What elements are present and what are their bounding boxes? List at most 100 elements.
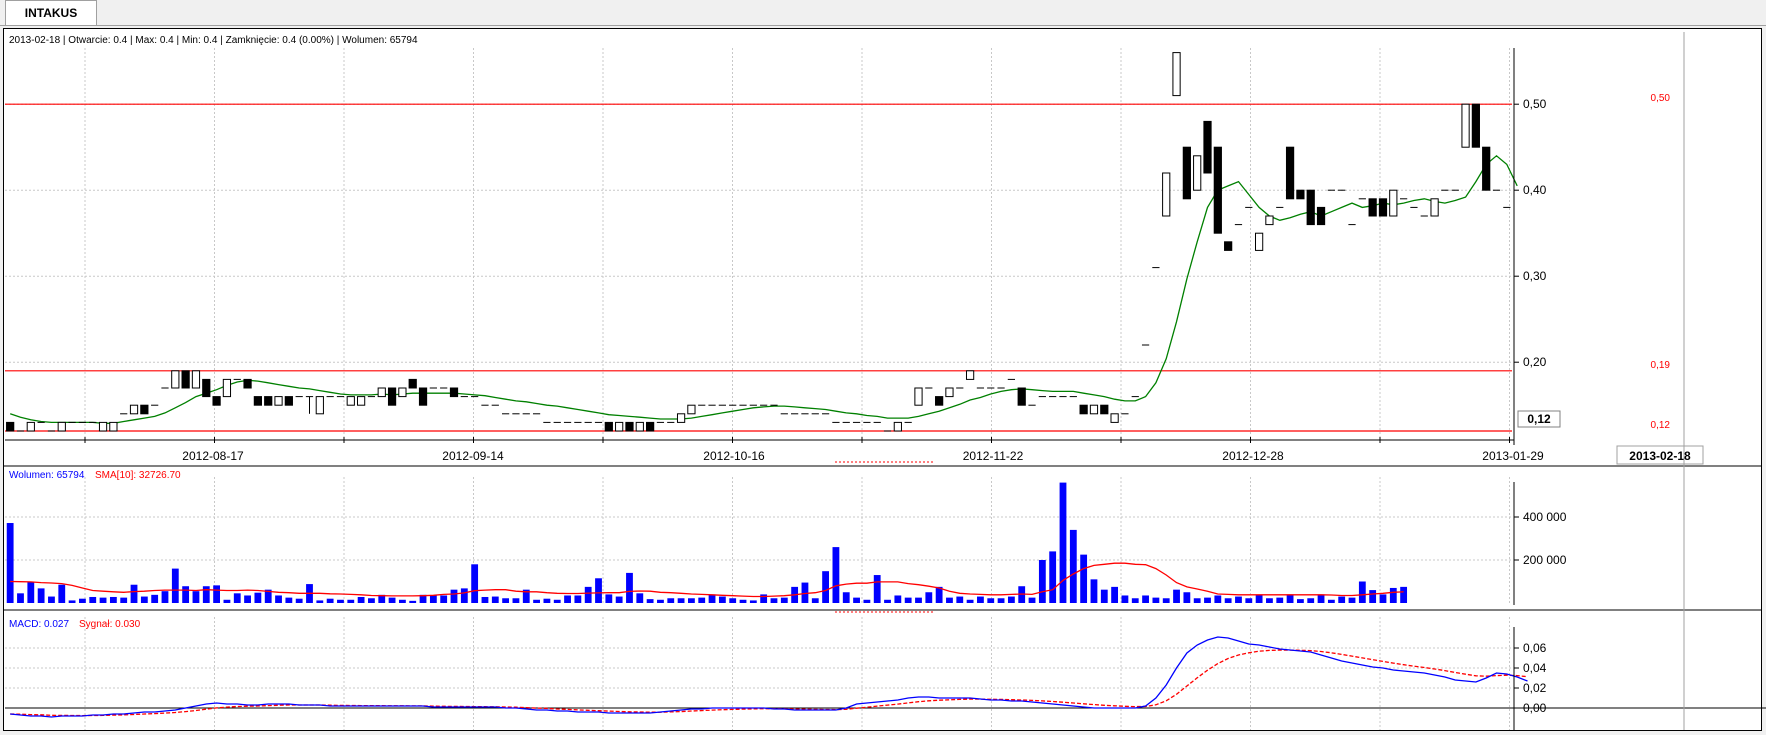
candle-down — [1296, 189, 1305, 200]
candle-down — [1482, 146, 1491, 191]
volume-bar — [987, 598, 995, 603]
candle-down — [212, 396, 221, 406]
volume-bar — [17, 593, 24, 603]
volume-bar — [780, 597, 788, 603]
candle-down — [243, 378, 252, 389]
y-tick-label: 400 000 — [1523, 510, 1567, 524]
candle-up — [377, 387, 386, 398]
volume-bar — [1152, 597, 1160, 603]
volume-bar — [1327, 599, 1335, 603]
current-date-box — [1616, 445, 1704, 465]
volume-bar — [502, 598, 510, 603]
volume-bar — [295, 598, 303, 603]
volume-bar — [688, 598, 695, 603]
volume-bar — [574, 595, 582, 603]
candle-down — [181, 370, 190, 389]
volume-bar — [935, 586, 943, 603]
volume-bar — [27, 581, 35, 603]
volume-bar — [832, 547, 840, 603]
candle-down — [1213, 146, 1222, 234]
candle-up — [676, 413, 686, 423]
volume-bar — [58, 584, 66, 603]
candle-down — [1471, 103, 1480, 148]
candle-up — [315, 396, 324, 415]
volume-bar — [1100, 589, 1108, 603]
candle-down — [1285, 146, 1295, 200]
candle-down — [264, 396, 273, 406]
candle-down — [625, 421, 634, 432]
volume-bar — [884, 599, 891, 603]
volume-bar — [842, 592, 850, 603]
volume-bar — [1276, 597, 1284, 603]
volume-bar — [626, 572, 633, 603]
volume-bar — [512, 598, 520, 603]
candle-up — [356, 396, 366, 406]
volume-bar — [1286, 594, 1294, 603]
level-label: 0,12 — [1651, 420, 1671, 431]
volume-bar — [357, 596, 365, 603]
volume-bar — [646, 599, 654, 603]
volume-bar — [151, 594, 159, 603]
volume-bar — [89, 596, 97, 603]
candle-up — [893, 421, 902, 432]
candle-down — [1203, 120, 1212, 174]
volume-bar — [1111, 586, 1119, 603]
volume-bar — [801, 582, 809, 603]
volume-bar — [275, 595, 282, 603]
volume-bar — [37, 588, 45, 603]
volume-bar — [140, 596, 148, 603]
candle-up — [1193, 155, 1202, 191]
last-price-label: 0,12 — [1527, 412, 1551, 426]
volume-bar — [1131, 598, 1139, 603]
candle-down — [6, 421, 15, 432]
volume-sma-legend: SMA[10]: 32726.70 — [95, 470, 181, 481]
volume-bar — [739, 599, 747, 603]
volume-bar — [109, 596, 117, 603]
volume-bar — [1389, 587, 1397, 603]
volume-bar — [409, 600, 417, 603]
volume-bar — [398, 599, 406, 603]
candle-down — [1100, 404, 1109, 415]
current-date-label: 2013-02-18 — [1629, 449, 1691, 463]
candle-up — [687, 404, 696, 415]
volume-bar — [822, 571, 829, 603]
candle-up — [1110, 413, 1119, 423]
volume-bar — [708, 594, 716, 603]
volume-bar — [1400, 586, 1408, 603]
volume-bar — [677, 598, 685, 603]
candle-up — [1389, 189, 1398, 217]
candle-down — [1017, 387, 1026, 406]
candle-up — [98, 421, 108, 432]
candle-up — [191, 370, 201, 389]
candle-down — [1378, 198, 1388, 217]
y-tick-label: 0,40 — [1523, 183, 1547, 197]
volume-bar — [1379, 594, 1387, 603]
volume-bar — [956, 596, 964, 603]
tab-intakus[interactable]: INTAKUS — [5, 0, 97, 25]
volume-bar — [471, 564, 479, 603]
volume-bar — [264, 589, 272, 603]
volume-bar — [553, 599, 561, 603]
volume-bar — [1317, 594, 1325, 603]
volume-bar — [48, 596, 55, 603]
volume-bar — [904, 597, 912, 603]
volume-bar — [254, 592, 262, 603]
volume-bar — [347, 599, 355, 603]
last-price-box — [1517, 410, 1561, 428]
volume-bar — [223, 599, 231, 603]
volume-bar — [1183, 592, 1191, 603]
volume-bar — [233, 593, 241, 603]
volume-bar — [853, 597, 860, 603]
x-tick-label: 2012-12-28 — [1222, 449, 1284, 463]
x-tick-label: 2012-08-17 — [182, 449, 244, 463]
volume-bar — [450, 589, 458, 603]
volume-bar — [564, 595, 571, 603]
volume-bar — [491, 596, 499, 603]
x-tick-label: 2012-10-16 — [703, 449, 765, 463]
volume-bar — [894, 595, 902, 603]
volume-bar — [419, 594, 427, 603]
y-tick-label: 0,02 — [1523, 681, 1547, 695]
price-sma-line — [9, 154, 1518, 424]
volume-bar — [636, 593, 644, 603]
